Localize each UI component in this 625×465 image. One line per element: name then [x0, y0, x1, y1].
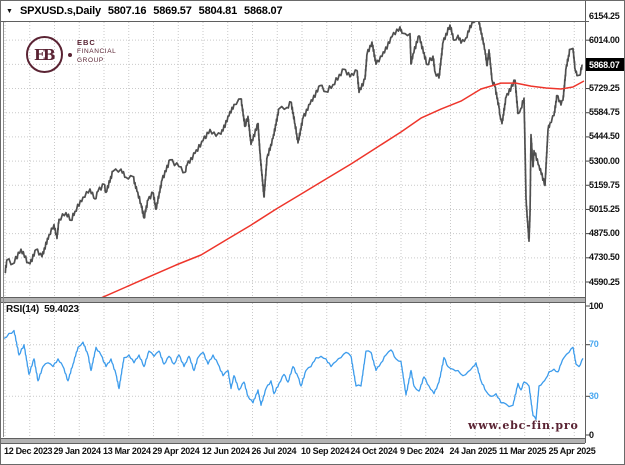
- collapse-triangle-icon[interactable]: ▼: [6, 7, 13, 15]
- ohlc-high-value: 5869.57: [153, 5, 192, 17]
- price-axis-label: 5584.75: [589, 107, 620, 118]
- ebc-logo-dot-icon: [68, 53, 72, 57]
- ebc-logo-wordmark: EBC FINANCIAL GROUP: [77, 38, 116, 65]
- price-axis-label: 5444.50: [589, 131, 620, 142]
- date-label: 13 Mar 2024: [103, 446, 151, 456]
- chart-titlebar: ▼ SPXUSD.s,Daily 5807.16 5869.57 5804.81…: [1, 1, 589, 22]
- price-axis-label: 4590.25: [589, 276, 620, 287]
- current-price-tag: 5868.07: [586, 58, 624, 72]
- ma-series: [101, 80, 585, 297]
- date-label: 24 Jan 2025: [449, 446, 498, 456]
- rsi-indicator-value: 59.4023: [44, 304, 79, 315]
- ebc-logo-line2: FINANCIAL: [77, 48, 117, 55]
- price-series: [4, 22, 583, 274]
- price-axis-label: 5159.75: [589, 179, 620, 190]
- rsi-axis-label: 70: [589, 339, 599, 350]
- ebc-logo: EB EBC FINANCIAL GROUP: [26, 36, 166, 81]
- symbol-period-label: SPXUSD.s,Daily: [19, 5, 101, 17]
- date-label: 9 Dec 2024: [400, 446, 444, 456]
- date-label: 25 Apr 2025: [548, 446, 596, 456]
- rsi-indicator-name: RSI(14): [6, 304, 40, 315]
- price-axis-label: 6154.25: [589, 10, 620, 21]
- date-label: 10 Sep 2024: [301, 446, 350, 456]
- ohlc-close-value: 5868.07: [244, 5, 283, 17]
- price-axis-label: 5729.25: [589, 83, 620, 93]
- date-label: 24 Oct 2024: [350, 446, 398, 456]
- rsi-axis-label: 0: [589, 429, 594, 440]
- price-axis-label: 4730.50: [589, 252, 620, 263]
- ohlc-low-value: 5804.81: [198, 5, 238, 17]
- price-axis-label: 4875.00: [589, 228, 620, 239]
- price-axis[interactable]: 6154.25 6014.00 5868.07 5729.25 5584.75 5444.…: [586, 1, 624, 443]
- price-axis-border: [585, 1, 586, 443]
- panel-separator-top[interactable]: [1, 297, 585, 303]
- plot-left-border: [3, 22, 4, 437]
- ebc-logo-line3: GROUP: [77, 57, 104, 64]
- ebc-logo-monogram-text: EB: [33, 45, 56, 64]
- ebc-logo-monogram-icon: EB: [26, 36, 63, 73]
- panel-separator-bottom[interactable]: [1, 438, 585, 444]
- date-label: 29 Apr 2024: [152, 446, 200, 456]
- rsi-axis-label: 100: [589, 300, 604, 311]
- date-label: 26 Jul 2024: [251, 446, 297, 456]
- watermark-text: www.ebc-fin.pro: [468, 419, 579, 432]
- date-label: 12 Dec 2023: [4, 446, 53, 456]
- date-axis[interactable]: 12 Dec 2023 29 Jan 2024 13 Mar 2024 29 Apr …: [1, 446, 596, 458]
- price-axis-label: 6014.00: [589, 34, 620, 45]
- rsi-indicator-label: RSI(14) 59.4023: [6, 304, 79, 315]
- rsi-series: [3, 329, 584, 421]
- price-axis-label: 5300.00: [589, 155, 620, 166]
- price-axis-label: 5015.25: [589, 204, 620, 214]
- ebc-logo-line1: EBC: [77, 38, 96, 47]
- rsi-axis-label: 30: [589, 390, 599, 401]
- date-label: 12 Jun 2024: [202, 446, 250, 456]
- date-label: 11 Mar 2025: [499, 446, 547, 456]
- ohlc-open-value: 5807.16: [107, 5, 147, 17]
- date-label: 29 Jan 2024: [53, 446, 102, 456]
